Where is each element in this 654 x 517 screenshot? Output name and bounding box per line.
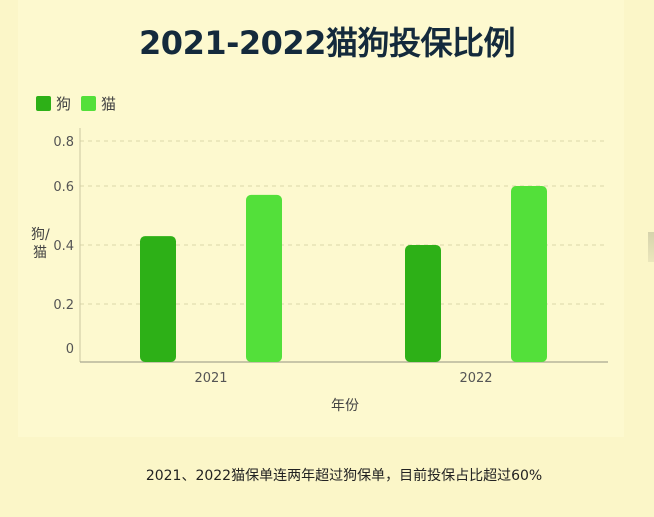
legend-swatch-dog [36,96,51,111]
bar [511,186,547,362]
bar [246,194,282,362]
x-axis-label: 年份 [331,398,359,414]
y-tick-label: 0.2 [53,298,74,313]
legend: 狗 猫 [36,93,126,114]
chart-title: 2021-2022猫狗投保比例 [139,24,515,62]
legend-swatch-cat [81,96,97,111]
y-tick-label: 0.8 [53,135,74,150]
y-tick-label: 0.4 [53,239,74,254]
y-axis-label: 狗/猫 [31,227,50,261]
legend-item-dog[interactable]: 狗 [36,93,71,114]
x-tick-label: 2022 [459,371,492,386]
edge-fragment [648,232,654,262]
y-tick-label: 0 [66,342,74,357]
bar [140,236,176,362]
x-tick-label: 2021 [194,371,227,386]
legend-label-dog: 狗 [56,95,72,113]
legend-item-cat[interactable]: 猫 [81,93,116,114]
bar [405,245,441,362]
legend-label-cat: 猫 [101,95,117,113]
y-tick-label: 0.6 [53,180,74,195]
chart-caption: 2021、2022猫保单连两年超过狗保单，目前投保占比超过60% [145,468,543,484]
